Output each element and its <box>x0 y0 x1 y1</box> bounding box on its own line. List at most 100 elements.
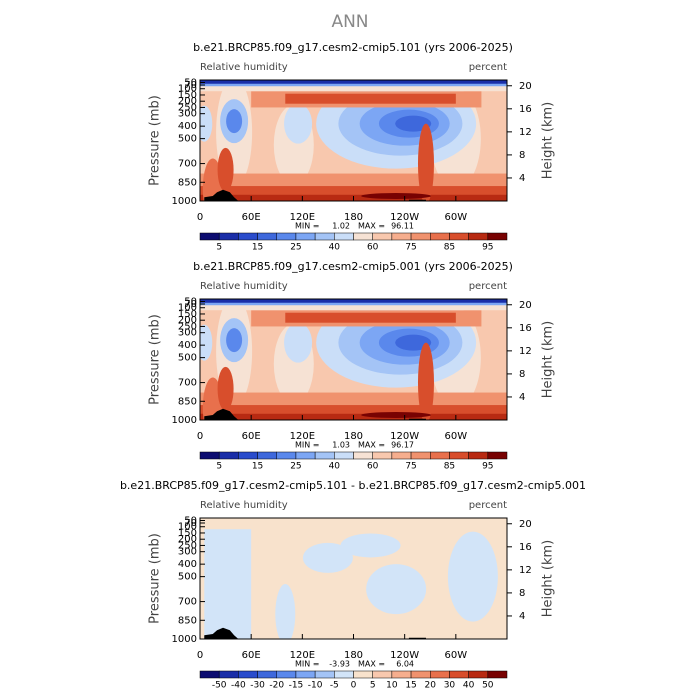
x-tick-label: 120E <box>290 431 315 442</box>
colorbar-box <box>257 232 277 241</box>
y-tick-label: 50 <box>184 77 197 88</box>
x-tick-label: 60W <box>445 212 468 223</box>
colorbar-box <box>468 232 489 241</box>
colorbar-label: 85 <box>444 462 455 472</box>
colorbar-label: 95 <box>482 243 493 253</box>
min-value: -3.93 <box>329 660 350 669</box>
colorbar-label: -30 <box>250 681 265 691</box>
contour-fill <box>284 103 313 144</box>
y-axis-label: Pressure (mb) <box>148 314 163 405</box>
y2-tick-label: 16 <box>519 542 532 553</box>
colorbar-label: 5 <box>216 462 222 472</box>
y-tick-label: 400 <box>178 121 197 132</box>
contour-plot <box>200 80 507 201</box>
y-tick-label: 200 <box>178 96 197 107</box>
colorbar-box <box>449 232 469 241</box>
colorbar-box <box>199 232 220 241</box>
colorbar-box <box>314 232 335 241</box>
y-tick-label: 50 <box>184 296 197 307</box>
x-tick-label: 60E <box>242 431 261 442</box>
topography <box>408 199 426 201</box>
contour-fill <box>417 123 434 201</box>
units-label: percent <box>469 62 507 73</box>
colorbar-box <box>334 670 354 679</box>
contour-fill <box>275 584 296 639</box>
x-tick-label: 120E <box>290 212 315 223</box>
colorbar-label: 15 <box>405 681 416 691</box>
y2-axis-label: Height (km) <box>541 102 556 179</box>
colorbar-box <box>238 232 258 241</box>
x-tick-label: 180 <box>344 431 363 442</box>
contour-fill <box>226 328 243 353</box>
colorbar-label: 75 <box>405 462 416 472</box>
colorbar-box <box>449 451 469 460</box>
y2-tick-label: 16 <box>519 104 532 115</box>
y-tick-label: 300 <box>178 328 197 339</box>
contour-plot <box>200 518 507 639</box>
contour-fill <box>395 334 432 351</box>
y-tick-label: 100 <box>178 303 197 314</box>
contour-fill <box>200 324 213 361</box>
colorbar-label: 25 <box>290 243 301 253</box>
y2-tick-label: 8 <box>519 150 525 161</box>
colorbar-label: 40 <box>329 243 341 253</box>
y2-tick-label: 4 <box>519 392 525 403</box>
max-value: 96.11 <box>391 222 414 231</box>
colorbar-box <box>314 451 335 460</box>
colorbar-label: 60 <box>367 462 379 472</box>
y-tick-label: 850 <box>178 177 197 188</box>
y-tick-label: 700 <box>178 159 197 170</box>
colorbar-label: 5 <box>216 243 222 253</box>
panel-title: b.e21.BRCP85.f09_g17.cesm2-cmip5.101 - b… <box>120 479 586 492</box>
colorbar-box <box>276 670 297 679</box>
y-tick-label: 70 <box>184 80 197 91</box>
colorbar-label: -15 <box>289 681 304 691</box>
colorbar-label: -5 <box>330 681 339 691</box>
y2-tick-label: 12 <box>519 127 532 138</box>
y-tick-label: 300 <box>178 109 197 120</box>
y-tick-label: 1000 <box>172 415 197 426</box>
colorbar-box <box>276 232 297 241</box>
colorbar-box <box>295 451 316 460</box>
y2-tick-label: 12 <box>519 346 532 357</box>
colorbar-box <box>468 451 489 460</box>
topography <box>408 418 426 420</box>
colorbar-box <box>257 670 277 679</box>
y2-tick-label: 12 <box>519 565 532 576</box>
max-label: MAX = <box>358 441 385 450</box>
y2-tick-label: 4 <box>519 173 525 184</box>
y-tick-label: 500 <box>178 572 197 583</box>
colorbar-label: 30 <box>444 681 456 691</box>
colorbar-box <box>199 670 220 679</box>
colorbar-label: 60 <box>367 243 379 253</box>
topography <box>204 408 239 420</box>
colorbar-box <box>218 670 239 679</box>
page-title: ANN <box>331 12 368 32</box>
y2-axis-label: Height (km) <box>541 321 556 398</box>
x-tick-label: 120W <box>390 650 419 661</box>
colorbar-box <box>218 232 239 241</box>
colorbar-box <box>353 451 373 460</box>
colorbar-box <box>410 670 431 679</box>
max-label: MAX = <box>358 660 385 669</box>
colorbar-label: 15 <box>252 243 263 253</box>
max-value: 6.04 <box>396 660 414 669</box>
colorbar-box <box>391 451 412 460</box>
units-label: percent <box>469 500 507 511</box>
contour-fill <box>217 366 234 411</box>
y2-axis-label: Height (km) <box>541 540 556 617</box>
contour-fill <box>366 564 427 615</box>
colorbar-label: 85 <box>444 243 455 253</box>
colorbar-label: 95 <box>482 462 493 472</box>
colorbar-box <box>276 451 297 460</box>
min-label: MIN = <box>295 441 320 450</box>
y-tick-label: 70 <box>184 518 197 529</box>
colorbar-box <box>238 451 258 460</box>
x-tick-label: 180 <box>344 212 363 223</box>
y-tick-label: 850 <box>178 396 197 407</box>
contour-fill <box>361 412 432 419</box>
contour-fill <box>217 147 234 192</box>
colorbar-box <box>334 232 354 241</box>
colorbar-label: 25 <box>290 462 301 472</box>
y2-tick-label: 16 <box>519 323 532 334</box>
